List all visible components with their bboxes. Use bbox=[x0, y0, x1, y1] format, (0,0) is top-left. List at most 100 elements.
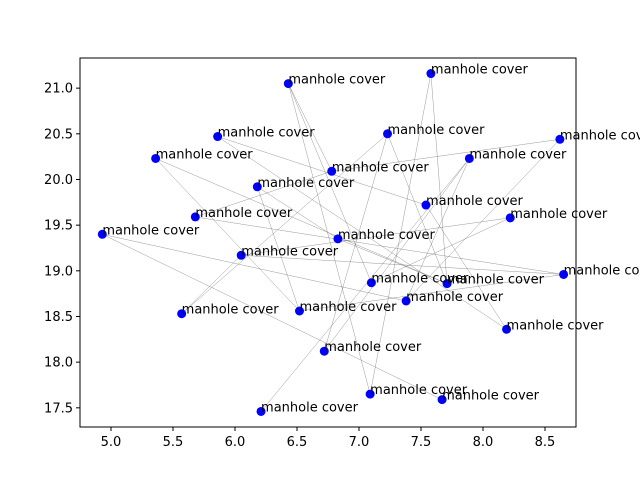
data-point bbox=[236, 250, 246, 260]
data-point bbox=[505, 213, 515, 223]
point-label: manhole cover bbox=[560, 128, 640, 143]
point-label: manhole cover bbox=[442, 389, 540, 404]
point-label: manhole cover bbox=[371, 272, 469, 287]
point-label: manhole cover bbox=[406, 290, 504, 305]
point-label: manhole cover bbox=[431, 63, 529, 78]
edge-line bbox=[195, 216, 564, 275]
data-point bbox=[256, 406, 266, 416]
edge-line bbox=[405, 139, 561, 302]
point-label: manhole cover bbox=[426, 194, 524, 209]
edges-layer bbox=[102, 73, 564, 412]
edge-line bbox=[257, 186, 300, 312]
point-label: manhole cover bbox=[218, 126, 316, 141]
data-point bbox=[421, 200, 431, 210]
x-tick-label: 8.5 bbox=[535, 435, 556, 450]
edge-line bbox=[102, 234, 443, 400]
data-point bbox=[327, 166, 337, 176]
data-point bbox=[366, 278, 376, 288]
data-point bbox=[333, 234, 343, 244]
data-point bbox=[319, 346, 329, 356]
edge-line bbox=[181, 133, 388, 314]
edge-line bbox=[288, 83, 371, 395]
edge-line bbox=[181, 255, 242, 314]
data-point bbox=[401, 296, 411, 306]
data-point bbox=[190, 212, 200, 222]
point-label: manhole cover bbox=[299, 300, 397, 315]
data-point bbox=[213, 132, 223, 142]
point-label: manhole cover bbox=[156, 147, 254, 162]
data-point bbox=[151, 153, 161, 163]
edge-line bbox=[337, 238, 448, 284]
data-point bbox=[502, 324, 512, 334]
x-tick-label: 8.0 bbox=[473, 435, 494, 450]
edge-line bbox=[288, 83, 332, 172]
y-tick-label: 18.5 bbox=[44, 310, 73, 325]
edge-line bbox=[324, 133, 388, 352]
point-label: manhole cover bbox=[447, 273, 545, 288]
point-label: manhole cover bbox=[241, 244, 339, 259]
edge-line bbox=[217, 136, 507, 330]
x-tick-label: 6.0 bbox=[225, 435, 246, 450]
data-point bbox=[383, 129, 393, 139]
point-label: manhole cover bbox=[338, 228, 436, 243]
data-point bbox=[177, 309, 187, 319]
edge-line bbox=[324, 158, 470, 352]
data-point bbox=[555, 134, 565, 144]
edge-line bbox=[299, 274, 564, 312]
data-point bbox=[442, 279, 452, 289]
edge-line bbox=[257, 186, 339, 240]
point-label: manhole cover bbox=[332, 160, 430, 175]
point-label: manhole cover bbox=[182, 303, 280, 318]
edge-line bbox=[371, 217, 511, 283]
x-tick-label: 5.0 bbox=[101, 435, 122, 450]
x-tick-label: 7.5 bbox=[411, 435, 432, 450]
edge-line bbox=[195, 171, 332, 218]
point-label: manhole cover bbox=[388, 123, 486, 138]
x-tick-label: 6.5 bbox=[287, 435, 308, 450]
point-label: manhole cover bbox=[370, 383, 468, 398]
y-tick-label: 19.0 bbox=[44, 264, 73, 279]
point-label: manhole cover bbox=[510, 207, 608, 222]
data-point bbox=[437, 395, 447, 405]
plot-frame bbox=[79, 57, 577, 428]
x-tick-label: 7.0 bbox=[349, 435, 370, 450]
x-tick-label: 5.5 bbox=[163, 435, 184, 450]
edge-line bbox=[405, 158, 470, 302]
y-tick-label: 17.5 bbox=[44, 401, 73, 416]
y-tick-label: 19.5 bbox=[44, 219, 73, 234]
point-label: manhole cover bbox=[324, 340, 422, 355]
data-point bbox=[559, 269, 569, 279]
edge-line bbox=[241, 217, 511, 256]
point-label: manhole cover bbox=[469, 147, 567, 162]
edge-line bbox=[331, 139, 560, 172]
point-label: manhole cover bbox=[261, 400, 359, 415]
data-point bbox=[283, 79, 293, 89]
y-tick-label: 20.0 bbox=[44, 173, 73, 188]
data-point bbox=[365, 389, 375, 399]
edge-line bbox=[387, 133, 448, 284]
edge-line bbox=[369, 73, 432, 395]
point-label: manhole cover bbox=[507, 318, 605, 333]
edge-line bbox=[260, 158, 470, 412]
y-tick-label: 18.0 bbox=[44, 356, 73, 371]
x-axis: 5.0 5.5 6.0 6.5 7.0 7.5 8.0 8.5 bbox=[101, 427, 556, 450]
edge-line bbox=[241, 255, 564, 275]
edge-line bbox=[217, 136, 427, 206]
point-label: manhole cover bbox=[564, 263, 640, 278]
y-tick-label: 20.5 bbox=[44, 127, 73, 142]
y-axis: 17.5 18.0 18.5 19.0 19.5 20.0 20.5 21.0 bbox=[44, 82, 80, 416]
edge-line bbox=[155, 158, 300, 312]
points-layer bbox=[97, 69, 569, 416]
edge-line bbox=[288, 83, 372, 283]
edge-line bbox=[155, 158, 448, 284]
point-label: manhole cover bbox=[257, 176, 355, 191]
y-tick-label: 21.0 bbox=[44, 82, 73, 97]
data-point bbox=[426, 69, 436, 79]
data-point bbox=[294, 306, 304, 316]
data-point bbox=[97, 229, 107, 239]
point-label: manhole cover bbox=[288, 73, 386, 88]
data-point bbox=[252, 182, 262, 192]
